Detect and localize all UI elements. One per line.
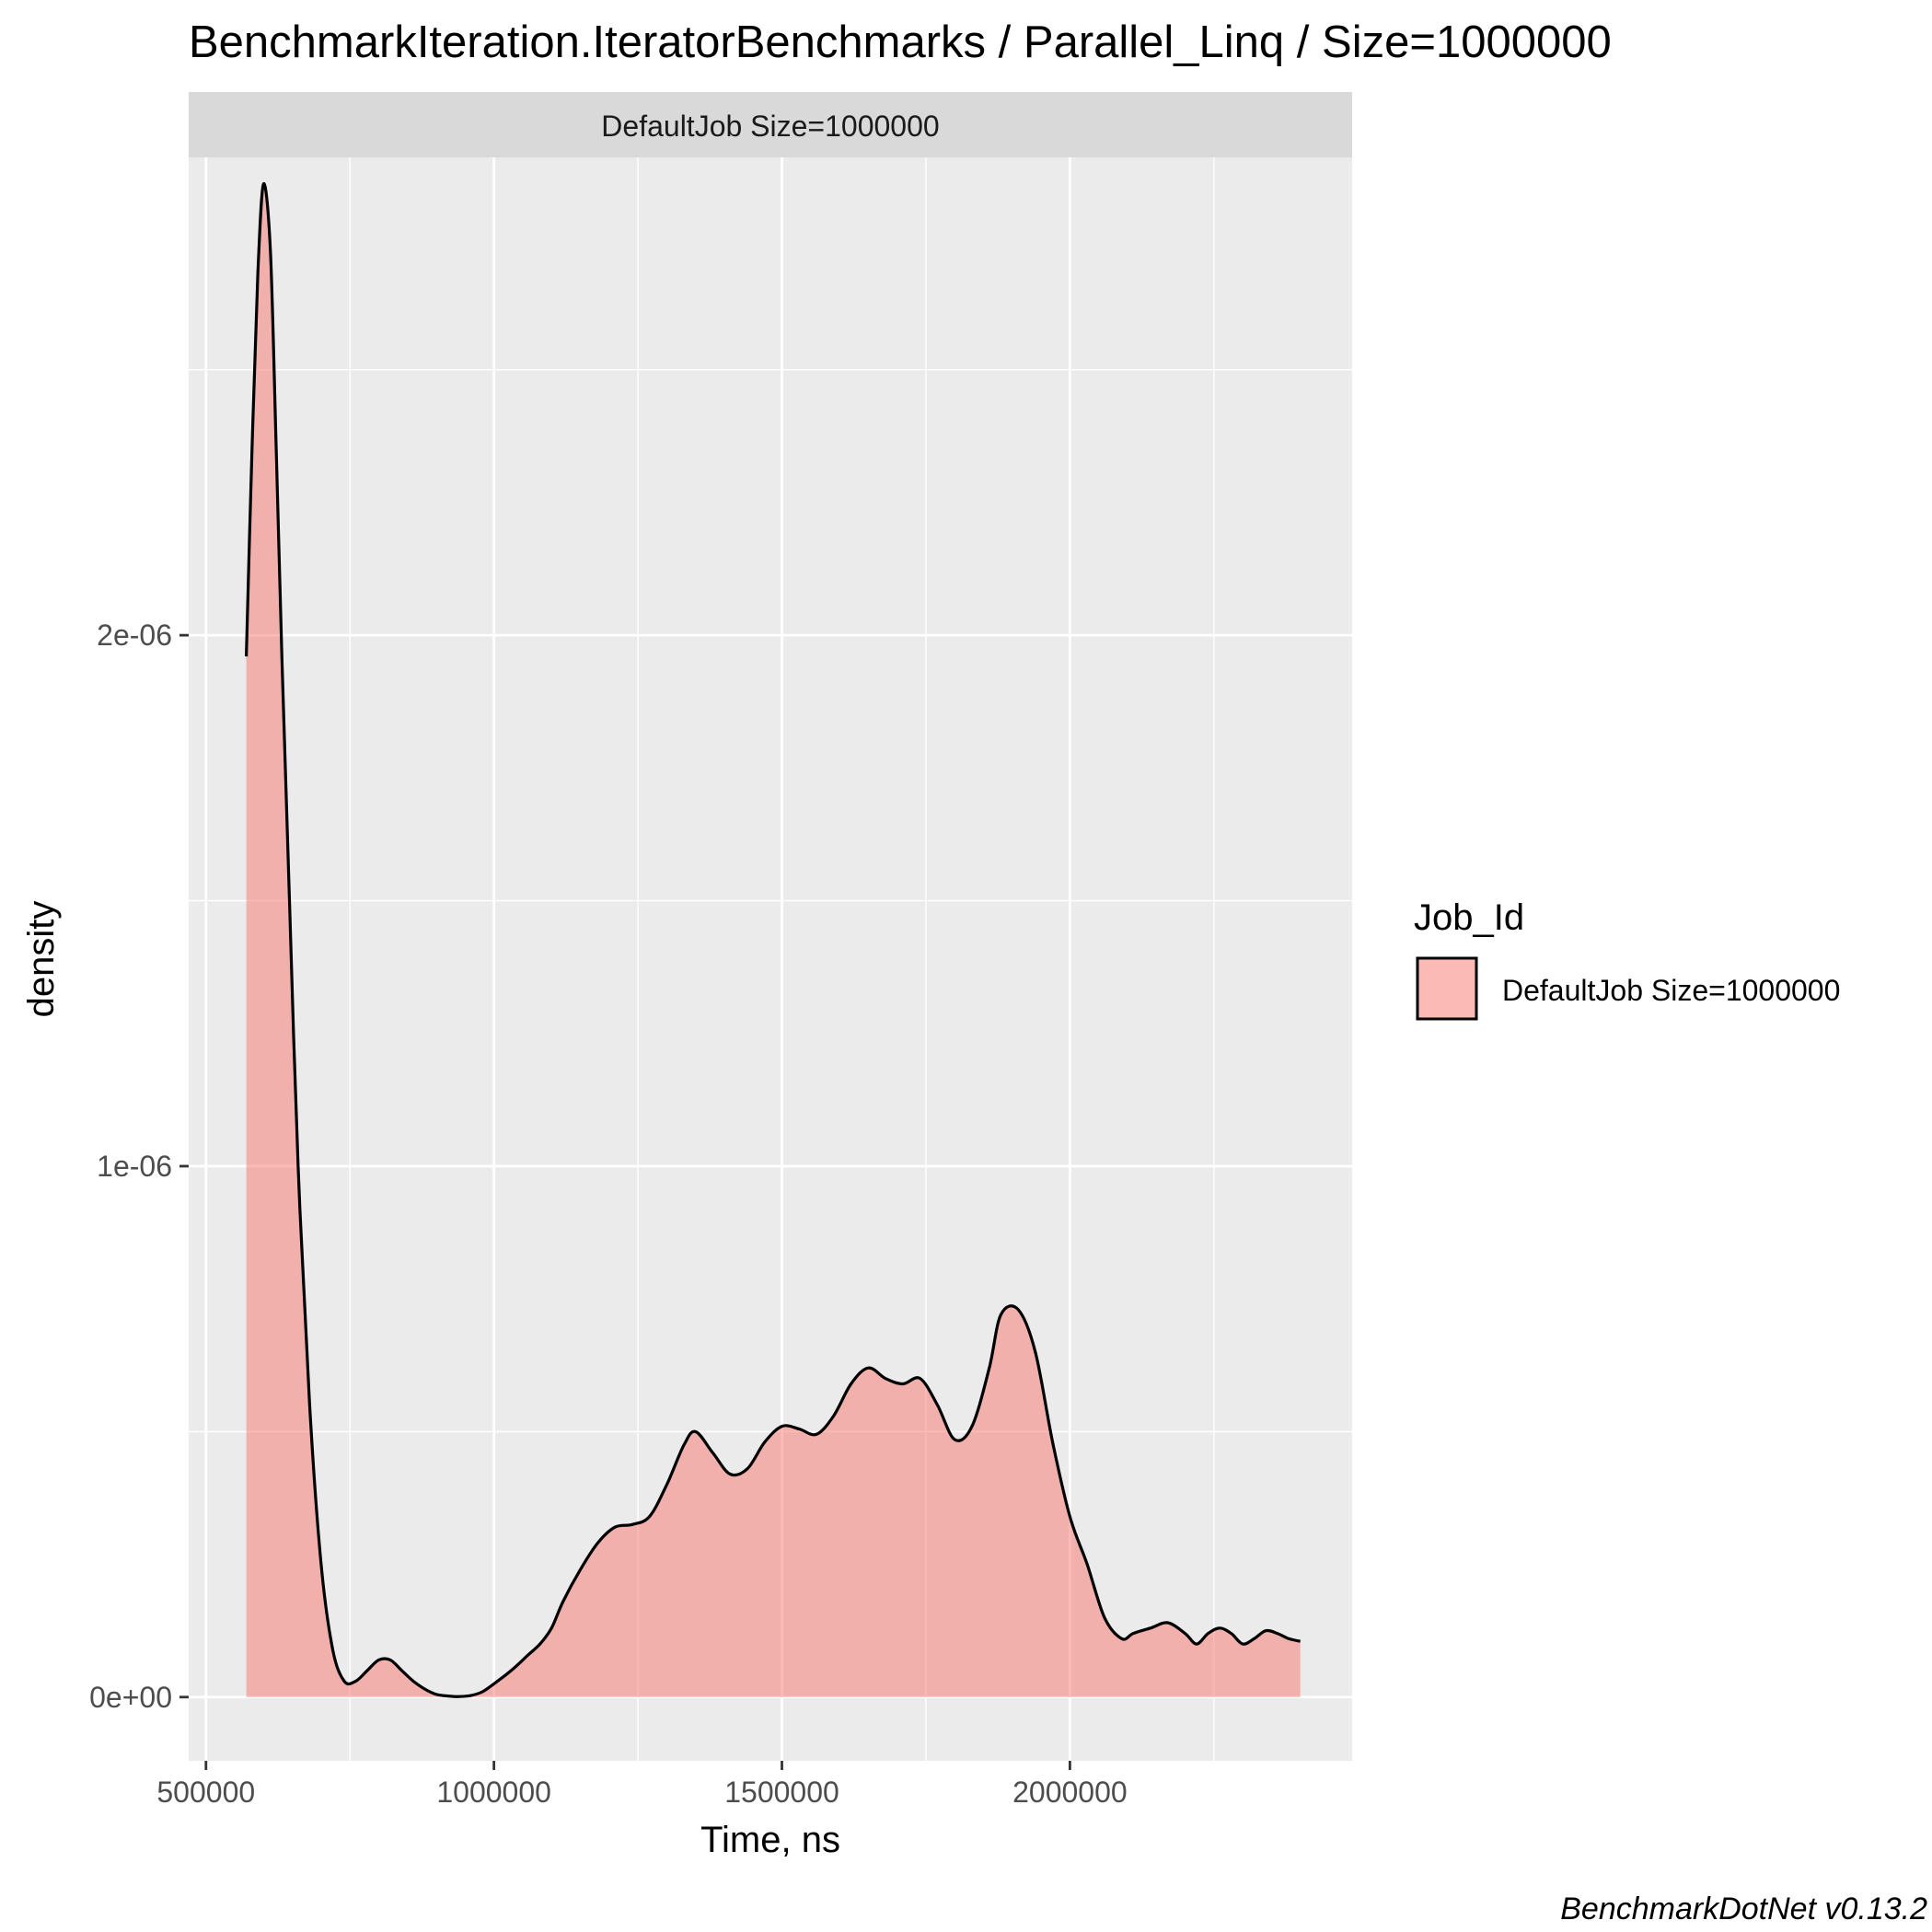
legend-entry-label: DefaultJob Size=1000000 bbox=[1502, 974, 1840, 1007]
legend-key bbox=[1416, 956, 1478, 1021]
x-tick-label: 1500000 bbox=[724, 1776, 839, 1809]
density-outline bbox=[245, 182, 1301, 1698]
x-tick-label: 500000 bbox=[156, 1776, 255, 1809]
y-axis-title: density bbox=[21, 901, 62, 1018]
facet-strip bbox=[189, 92, 1352, 157]
x-axis-title: Time, ns bbox=[700, 1820, 840, 1860]
density-layer bbox=[245, 182, 1301, 1698]
x-axis: 500000 1000000 1500000 2000000 bbox=[156, 1761, 1128, 1809]
chart-title: BenchmarkIteration.IteratorBenchmarks / … bbox=[189, 17, 1612, 67]
y-tick-label: 0e+00 bbox=[89, 1681, 172, 1714]
x-tick-label: 2000000 bbox=[1012, 1776, 1128, 1809]
y-tick-label: 1e-06 bbox=[97, 1150, 172, 1183]
facet-strip-label: DefaultJob Size=1000000 bbox=[601, 110, 939, 143]
y-tick-label: 2e-06 bbox=[97, 619, 172, 652]
x-tick-label: 1000000 bbox=[436, 1776, 551, 1809]
caption: BenchmarkDotNet v0.13.2 bbox=[1560, 1892, 1927, 1926]
y-axis: 0e+00 1e-06 2e-06 bbox=[89, 619, 189, 1714]
legend-title: Job_Id bbox=[1414, 897, 1524, 938]
